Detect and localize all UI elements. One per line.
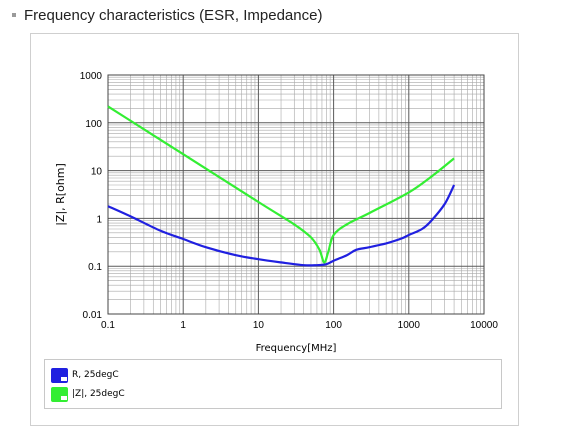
legend-item-r: R, 25degC [51,367,119,383]
plot-frame [107,74,485,315]
chart-svg: 0.1 1 10 100 1000 1000010001001010.10.01Frequ… [54,71,498,354]
x-tick-label: 100 [325,320,342,331]
series-line-z [107,105,455,264]
y-axis-title: |Z|, R[ohm] [54,163,67,226]
y-tick-label: 0.1 [88,262,102,273]
section-title: Frequency characteristics (ESR, Impedanc… [24,6,323,24]
x-tick-label: 1000 [398,320,421,331]
y-tick-label: 100 [85,119,102,130]
x-axis-title: Frequency[MHz] [256,343,337,354]
y-tick-label: 1000 [80,71,103,82]
legend-label-r: R, 25degC [72,370,119,380]
x-tick-label: 10000 [470,320,498,331]
x-tick-label: 10 [253,320,265,331]
legend-label-z: |Z|, 25degC [72,389,125,399]
y-tick-label: 0.01 [83,310,103,321]
plot-background [108,75,484,314]
y-tick-label: 1 [96,214,102,225]
section-heading: Frequency characteristics (ESR, Impedanc… [8,4,322,26]
x-tick-label: 0.1 [101,320,115,331]
x-tick-label: 1 [180,320,186,331]
legend-swatch-z [51,386,68,402]
legend-swatch-r [51,367,68,383]
legend-item-z: |Z|, 25degC [51,386,125,402]
y-tick-label: 10 [91,167,103,178]
bullet-icon [12,13,16,17]
chart-legend: R, 25degC |Z|, 25degC [44,359,502,409]
series-line-r [107,184,456,267]
